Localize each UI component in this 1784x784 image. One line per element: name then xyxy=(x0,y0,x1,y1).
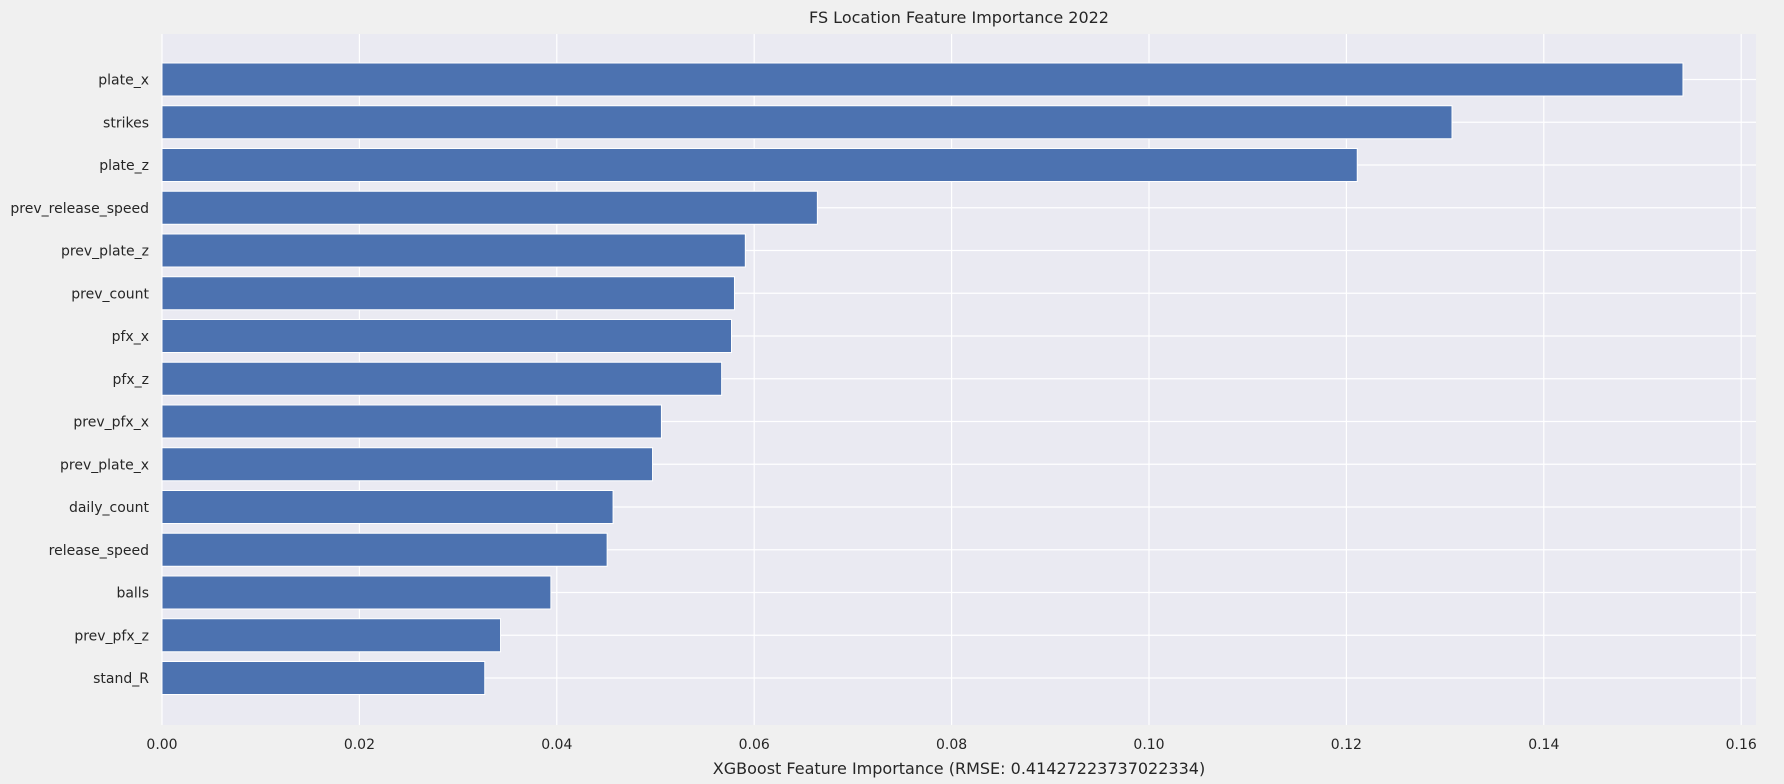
x-tick-label: 0.02 xyxy=(344,737,375,753)
bar-prev-pfx-x xyxy=(161,404,662,439)
y-tick-label: prev_plate_x xyxy=(60,457,149,473)
bar-prev-pfx-z xyxy=(161,618,502,653)
x-tick-labels: 0.00 0.02 0.04 0.06 0.08 0.10 0.12 0.14 0.16 xyxy=(146,737,1756,753)
y-tick-label: balls xyxy=(116,586,149,602)
x-tick-label: 0.08 xyxy=(936,737,967,753)
bar-strikes xyxy=(161,105,1453,140)
x-tick-label: 0.12 xyxy=(1331,737,1362,753)
bar-prev-count xyxy=(161,276,735,311)
bar-daily-count xyxy=(161,490,614,524)
bar-stand-R xyxy=(161,661,486,695)
x-tick-label: 0.10 xyxy=(1133,737,1164,753)
y-tick-label: prev_plate_z xyxy=(61,244,149,260)
bar-plate-x xyxy=(161,62,1684,97)
y-tick-label: daily_count xyxy=(69,500,150,516)
x-tick-label: 0.16 xyxy=(1726,737,1757,753)
x-tick-label: 0.00 xyxy=(146,737,177,753)
bar-pfx-z xyxy=(161,361,723,396)
chart-title: FS Location Feature Importance 2022 xyxy=(809,8,1109,27)
bar-release-speed xyxy=(161,532,608,567)
y-tick-label: prev_release_speed xyxy=(10,201,149,217)
y-tick-label: prev_pfx_z xyxy=(74,628,149,644)
y-tick-label: release_speed xyxy=(49,543,149,559)
y-tick-label: prev_count xyxy=(71,286,149,302)
y-tick-label: plate_z xyxy=(99,158,149,174)
x-tick-label: 0.14 xyxy=(1528,737,1559,753)
y-tick-label: prev_pfx_x xyxy=(73,415,149,431)
y-tick-label: stand_R xyxy=(93,671,149,687)
x-tick-label: 0.06 xyxy=(739,737,770,753)
bar-pfx-x xyxy=(161,319,732,353)
bars xyxy=(161,62,1684,695)
bar-prev-plate-x xyxy=(161,447,654,482)
bar-balls xyxy=(161,575,552,610)
x-axis-label: XGBoost Feature Importance (RMSE: 0.4142… xyxy=(713,759,1205,778)
x-tick-label: 0.04 xyxy=(541,737,572,753)
y-tick-label: plate_x xyxy=(98,73,149,89)
bar-plate-z xyxy=(161,148,1358,182)
bar-prev-plate-z xyxy=(161,233,746,268)
y-tick-label: strikes xyxy=(103,115,149,131)
y-tick-label: pfx_z xyxy=(113,372,149,388)
y-tick-label: pfx_x xyxy=(112,329,149,345)
bar-prev-release-speed xyxy=(161,190,818,225)
